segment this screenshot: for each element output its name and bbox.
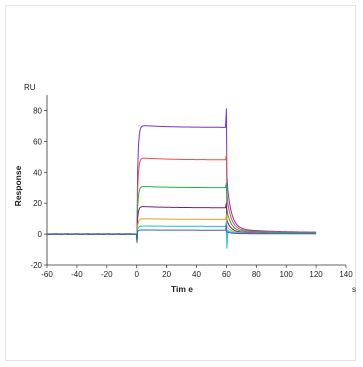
- x-tick-label: 60: [222, 270, 231, 279]
- x-tick-label: 120: [309, 270, 323, 279]
- x-axis-title: Tim e: [171, 284, 193, 294]
- chart-frame: [5, 5, 356, 361]
- y-tick-label: -20: [30, 261, 42, 270]
- series-line-4: [46, 202, 317, 242]
- x-tick-label: 100: [280, 270, 294, 279]
- series-line-1: [46, 108, 317, 240]
- y-tick-label: 60: [33, 137, 42, 146]
- x-tick-label: 80: [252, 270, 261, 279]
- x-tick-label: 140: [339, 270, 353, 279]
- y-tick-label: 40: [33, 168, 42, 177]
- x-unit-label: s: [352, 285, 356, 294]
- x-tick-label: 20: [162, 270, 171, 279]
- series-line-6: [46, 221, 317, 249]
- y-axis-title: Response: [13, 165, 23, 206]
- y-tick-label: 0: [38, 230, 43, 239]
- x-tick-label: 0: [134, 270, 139, 279]
- axes: -60 -40 -20 0 20 40 60 80 100 120 140 -20 0 20 40 60 80: [30, 95, 353, 279]
- x-tick-label: -60: [41, 270, 53, 279]
- y-unit-label: RU: [24, 83, 36, 92]
- series-line-2: [46, 154, 317, 240]
- curves: [46, 108, 317, 249]
- y-tick-label: 80: [33, 106, 42, 115]
- y-tick-label: 20: [33, 199, 42, 208]
- x-tick-label: -20: [101, 270, 113, 279]
- series-line-3: [46, 182, 317, 241]
- x-tick-label: 40: [192, 270, 201, 279]
- x-tick-label: -40: [71, 270, 83, 279]
- series-line-7: [46, 225, 317, 243]
- series-line-5: [46, 214, 317, 242]
